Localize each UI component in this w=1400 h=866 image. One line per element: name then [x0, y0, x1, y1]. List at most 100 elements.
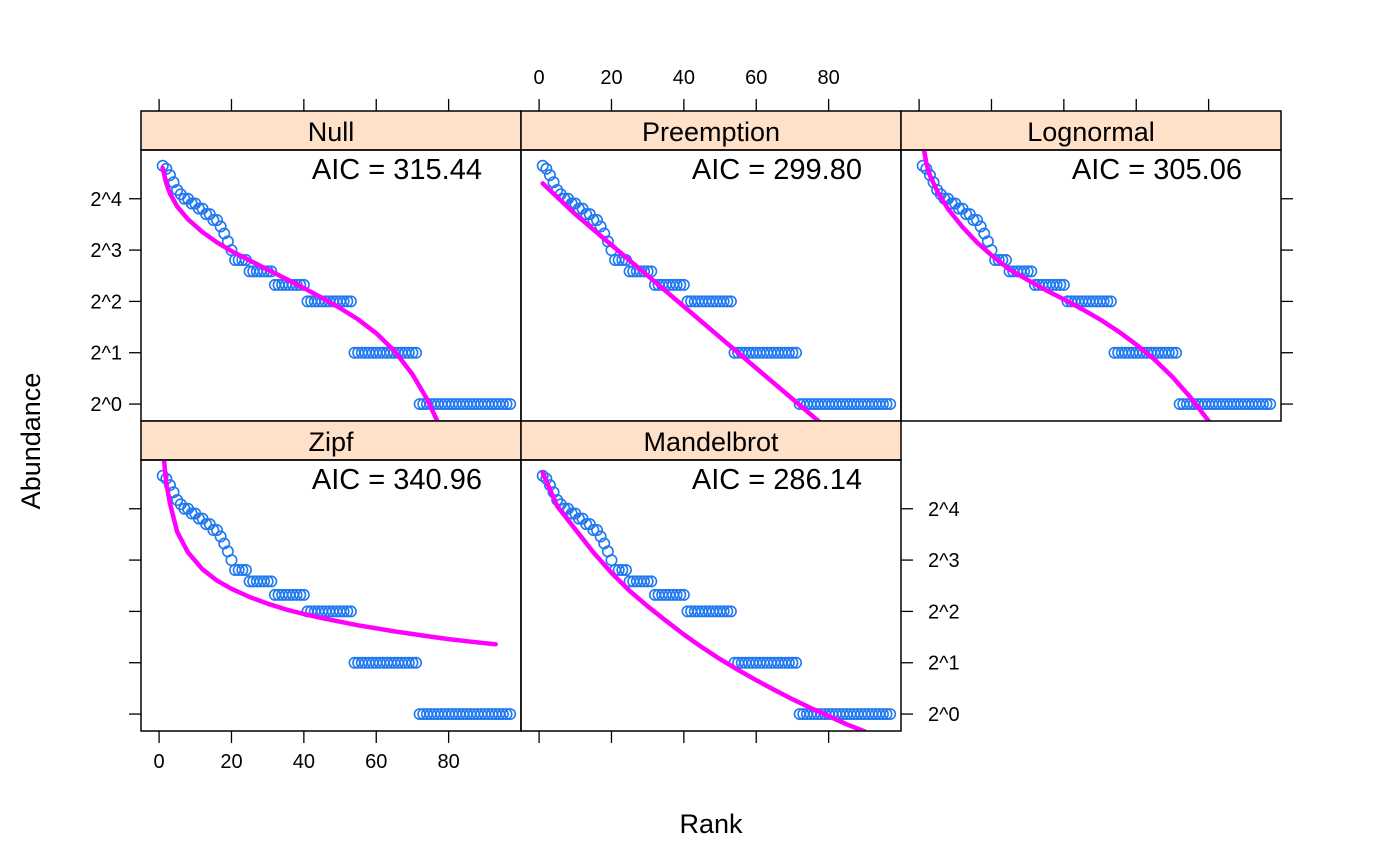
x-tick-label: 60: [365, 751, 387, 773]
y-tick-label: 2^2: [928, 601, 960, 623]
panel-strip-label: Lognormal: [1027, 117, 1155, 147]
panel-preemption: Preemption AIC = 299.80 0 20 40 60 80: [520, 67, 902, 422]
panel-plot-area: [156, 159, 517, 421]
x-tick-label: 0: [534, 67, 545, 89]
data-point: [590, 214, 603, 227]
data-point: [200, 518, 213, 531]
data-point: [677, 278, 690, 291]
x-axis-title: Rank: [679, 809, 743, 839]
data-point: [496, 708, 509, 721]
data-point: [880, 398, 893, 411]
data-point: [587, 524, 600, 537]
aic-annotation: AIC = 315.44: [312, 154, 482, 186]
fit-line: [540, 181, 822, 421]
data-point: [670, 588, 683, 601]
data-point: [884, 708, 897, 721]
data-point: [1104, 295, 1117, 308]
panel-frame: [140, 459, 522, 732]
data-point: [790, 346, 803, 359]
data-point: [645, 575, 658, 588]
data-point: [341, 605, 354, 618]
data-point: [677, 588, 690, 601]
data-point: [294, 588, 307, 601]
data-point: [232, 563, 245, 576]
data-point: [536, 159, 549, 172]
data-point: [337, 295, 350, 308]
data-point: [970, 214, 983, 227]
data-point: [674, 588, 687, 601]
data-point: [156, 469, 169, 482]
data-point: [207, 524, 220, 537]
data-point: [500, 398, 513, 411]
data-point: [786, 656, 799, 669]
data-point: [670, 278, 683, 291]
data-point: [236, 563, 249, 576]
panels-layer: Null AIC = 315.44 2^0 2^1 2^2 2^3 2^4 Preemptio…: [90, 67, 1293, 773]
data-point: [290, 588, 303, 601]
data-point: [1021, 265, 1034, 278]
panel-null: Null AIC = 315.44 2^0 2^1 2^2 2^3 2^4: [90, 99, 522, 422]
data-point: [583, 518, 596, 531]
data-point: [717, 295, 730, 308]
data-point: [967, 214, 980, 227]
data-point: [500, 708, 513, 721]
data-point: [406, 656, 419, 669]
data-point: [790, 656, 803, 669]
data-point: [203, 518, 216, 531]
y-tick-label: 2^3: [90, 240, 122, 262]
data-point: [496, 398, 509, 411]
panel-mandelbrot: Mandelbrot AIC = 286.14 2^0 2^1 2^2 2^3 2^4: [520, 420, 960, 743]
data-point: [717, 605, 730, 618]
data-point: [344, 605, 357, 618]
data-point: [1054, 278, 1067, 291]
data-point: [203, 208, 216, 221]
data-point: [960, 208, 973, 221]
data-point: [1260, 398, 1273, 411]
panel-frame: [520, 149, 902, 422]
y-tick-label: 2^1: [928, 653, 960, 675]
aic-annotation: AIC = 286.14: [692, 464, 862, 496]
data-point: [341, 295, 354, 308]
data-point: [211, 214, 224, 227]
x-tick-label: 60: [745, 67, 767, 89]
aic-annotation: AIC = 305.06: [1072, 154, 1242, 186]
data-point: [207, 214, 220, 227]
data-point: [963, 208, 976, 221]
data-point: [344, 295, 357, 308]
x-tick-label: 0: [154, 751, 165, 773]
data-point: [876, 708, 889, 721]
y-tick-label: 2^0: [928, 704, 960, 726]
data-point: [402, 656, 415, 669]
data-point: [1170, 346, 1183, 359]
data-point: [410, 656, 423, 669]
x-tick-label: 20: [600, 67, 622, 89]
data-point: [265, 575, 278, 588]
y-tick-label: 2^3: [928, 550, 960, 572]
data-point: [406, 346, 419, 359]
data-point: [638, 575, 651, 588]
y-tick-label: 2^2: [90, 291, 122, 313]
data-point: [261, 575, 274, 588]
panel-strip-label: Null: [308, 117, 355, 147]
data-point: [504, 708, 517, 721]
data-point: [200, 208, 213, 221]
panel-plot-area: [536, 469, 897, 731]
x-tick-label: 40: [673, 67, 695, 89]
panel-lognormal: Lognormal AIC = 305.06: [900, 99, 1293, 422]
data-point: [782, 656, 795, 669]
data-point: [721, 295, 734, 308]
panel-strip: [520, 420, 902, 461]
panel-strip-label: Preemption: [642, 117, 780, 147]
data-point: [594, 530, 607, 543]
data-point: [1162, 346, 1175, 359]
fit-line: [540, 470, 867, 731]
data-point: [536, 469, 549, 482]
data-point: [211, 524, 224, 537]
fit-line: [161, 460, 498, 647]
panel-frame: [900, 149, 1282, 422]
panel-frame: [520, 459, 902, 732]
data-point: [583, 208, 596, 221]
panel-strip-label: Zipf: [308, 427, 354, 457]
panel-strip: [520, 110, 902, 151]
